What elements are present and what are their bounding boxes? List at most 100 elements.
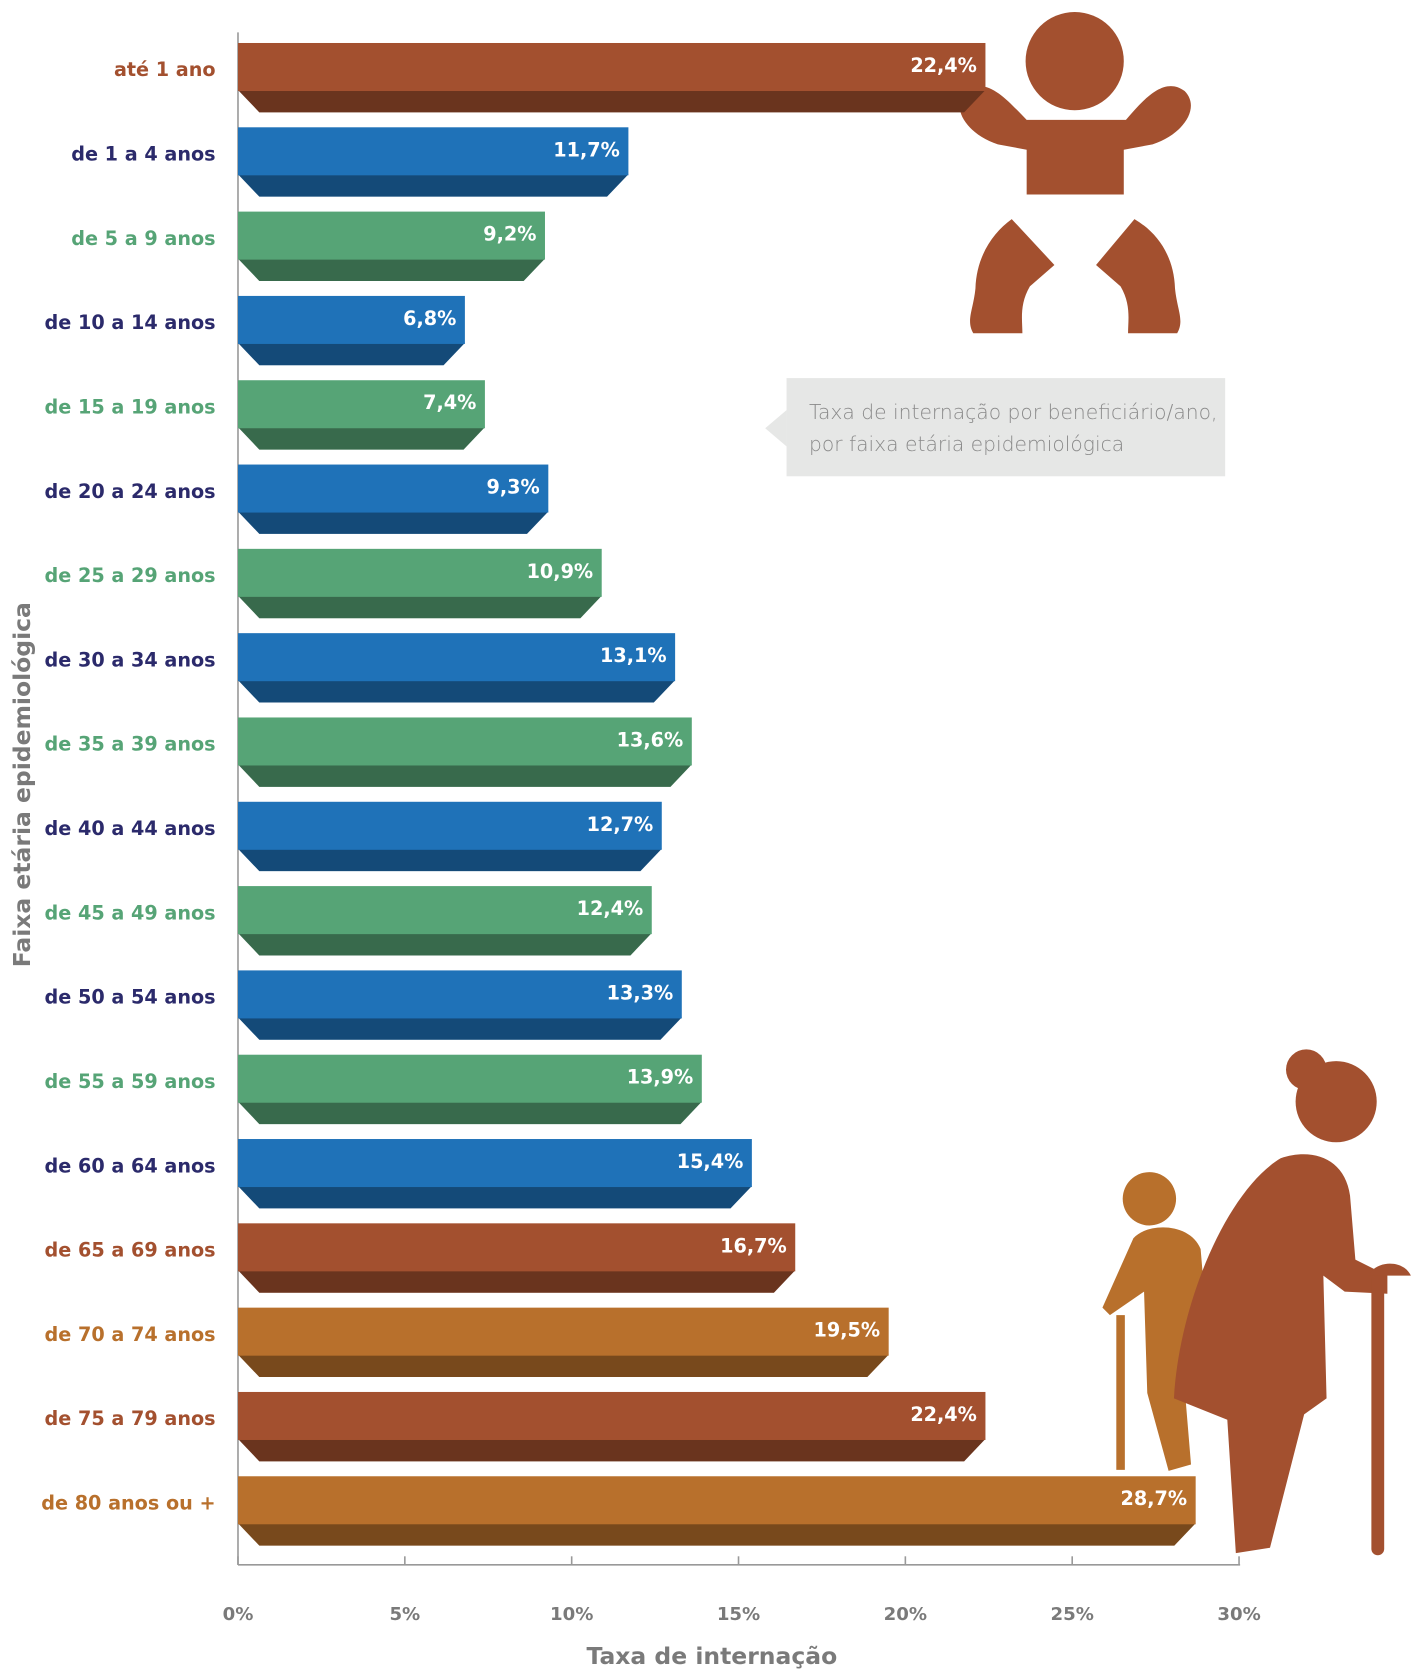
value-label: 16,7% (720, 1234, 787, 1257)
bar-bevel (237, 848, 662, 872)
bar-bevel-shade (237, 258, 545, 281)
bar-bevel-shade (237, 342, 465, 366)
bar-bevel (237, 933, 652, 956)
bar-bevel (237, 427, 485, 450)
bar-bevel-shade (237, 1185, 752, 1209)
bar-bevel (237, 595, 602, 619)
x-tick-label: 25% (1051, 1604, 1094, 1625)
bar-bevel-shade (237, 764, 692, 787)
x-tick-label: 10% (550, 1604, 593, 1625)
bar-bevel (237, 1270, 796, 1293)
bar (237, 1476, 1196, 1525)
category-label: de 45 a 49 anos (45, 901, 216, 924)
value-label: 13,3% (607, 981, 674, 1004)
bar (237, 380, 485, 429)
category-label: de 1 a 4 anos (71, 143, 215, 166)
bar-bevel (237, 1017, 682, 1040)
category-label: de 40 a 44 anos (45, 817, 216, 840)
value-label: 9,3% (487, 476, 540, 499)
bar (237, 717, 692, 766)
bar-bevel-shade (237, 89, 986, 113)
category-label: de 65 a 69 anos (45, 1239, 216, 1262)
bar (237, 464, 549, 513)
x-tick-label: 0% (223, 1604, 254, 1625)
bar-bevel (237, 511, 549, 534)
baby-icon (959, 12, 1191, 334)
x-tick-label: 30% (1217, 1604, 1260, 1625)
value-label: 15,4% (677, 1150, 744, 1173)
value-label: 12,4% (577, 897, 644, 920)
bar-bevel-shade (237, 933, 652, 956)
value-label: 22,4% (910, 1403, 977, 1426)
bar-bevel (237, 1354, 889, 1378)
value-label: 19,5% (814, 1319, 881, 1342)
value-label: 7,4% (423, 391, 476, 414)
elderly-icon (1102, 1049, 1411, 1556)
bar (237, 295, 465, 344)
category-label: de 5 a 9 anos (71, 227, 215, 250)
bar-bevel (237, 764, 692, 787)
annotation-line: por faixa etária epidemiológica (809, 432, 1124, 456)
category-label: de 60 a 64 anos (45, 1154, 216, 1177)
bar-bevel (237, 1185, 752, 1209)
bar-bevel-shade (237, 1270, 796, 1293)
y-axis-title: Faixa etária epidemiológica (8, 602, 36, 967)
bar (237, 1054, 702, 1103)
bar-bevel-shade (237, 427, 485, 450)
bar (237, 127, 629, 176)
value-label: 11,7% (553, 138, 620, 161)
bar (237, 886, 652, 935)
value-label: 13,6% (617, 728, 684, 751)
bar (237, 42, 986, 92)
category-label: de 35 a 39 anos (45, 733, 216, 756)
bar-bevel-shade (237, 1017, 682, 1040)
bar-bevel-shade (237, 680, 676, 703)
category-label: de 10 a 14 anos (45, 311, 216, 334)
bar-bevel-shade (237, 1523, 1196, 1546)
category-label: de 15 a 19 anos (45, 395, 216, 418)
bar-bevel (237, 680, 676, 703)
category-label: de 70 a 74 anos (45, 1323, 216, 1346)
x-tick-label: 15% (717, 1604, 760, 1625)
category-label: de 55 a 59 anos (45, 1070, 216, 1093)
bar (237, 1139, 752, 1188)
category-label: de 75 a 79 anos (45, 1407, 216, 1430)
value-label: 13,1% (600, 644, 667, 667)
callout-box (786, 378, 1226, 477)
bar-bevel-shade (237, 1438, 986, 1462)
annotation-line: Taxa de internação por beneficiário/ano, (809, 400, 1218, 424)
category-label: de 50 a 54 anos (45, 986, 216, 1009)
bar-bevel-shade (237, 1354, 889, 1378)
bar-bevel-shade (237, 174, 629, 197)
value-label: 13,9% (627, 1066, 694, 1089)
bar (237, 970, 682, 1019)
x-tick-label: 5% (389, 1604, 420, 1625)
x-axis-title: Taxa de internação (586, 1642, 837, 1670)
bar-bevel (237, 1438, 986, 1462)
category-label: até 1 ano (114, 58, 216, 81)
bar-bevel-shade (237, 595, 602, 619)
bar (237, 801, 662, 850)
bar-bevel-shade (237, 511, 549, 534)
bar (237, 1223, 796, 1272)
category-label: de 80 anos ou + (41, 1492, 215, 1515)
category-label: de 30 a 34 anos (45, 648, 216, 671)
bar (237, 548, 602, 597)
bar-bevel-shade (237, 848, 662, 872)
value-label: 6,8% (403, 307, 456, 330)
x-tick-label: 20% (884, 1604, 927, 1625)
bar-bevel (237, 1523, 1196, 1546)
value-label: 9,2% (483, 223, 536, 246)
bar (237, 1307, 889, 1356)
bar-bevel (237, 258, 545, 281)
value-label: 28,7% (1121, 1487, 1188, 1510)
bar-bevel (237, 174, 629, 197)
bar-bevel (237, 89, 986, 113)
value-label: 10,9% (527, 560, 594, 583)
callout-pointer (765, 410, 787, 447)
bar-bevel-shade (237, 1101, 702, 1125)
bar (237, 633, 676, 682)
bar (237, 211, 545, 260)
value-label: 22,4% (910, 54, 977, 77)
